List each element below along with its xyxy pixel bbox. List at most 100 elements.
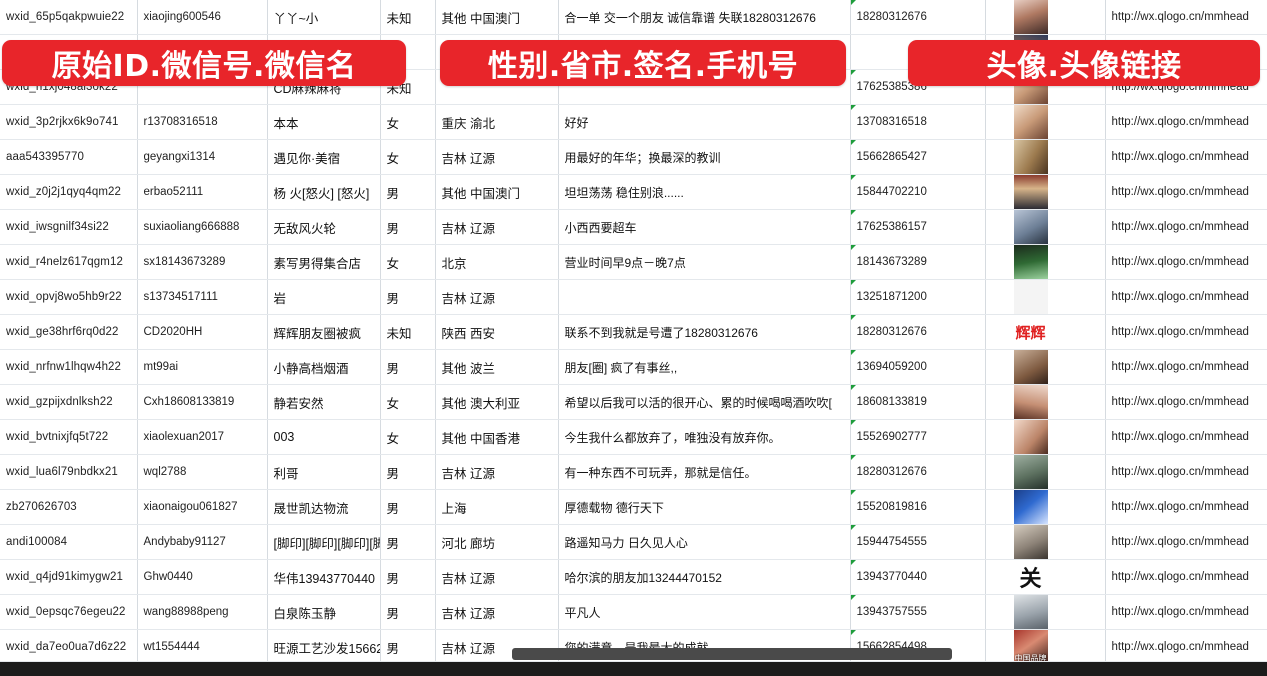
- cell-signature[interactable]: 厚德载物 德行天下: [558, 489, 851, 525]
- cell-avatar-url[interactable]: http://wx.qlogo.cn/mmhead: [1105, 489, 1267, 525]
- cell-orig-id[interactable]: wxid_65p5qakpwuie22: [0, 0, 138, 35]
- cell-phone[interactable]: 18280312676: [850, 314, 986, 350]
- table-row[interactable]: wxid_gzpijxdnlksh22 Cxh18608133819 静若安然女其他…: [0, 384, 1267, 420]
- cell-signature[interactable]: 路遥知马力 日久见人心: [558, 524, 851, 560]
- cell-wx-id[interactable]: erbao52111: [137, 174, 268, 210]
- table-row[interactable]: wxid_opvj8wo5hb9r22 s13734517111 岩男吉林 辽源 13…: [0, 279, 1267, 315]
- cell-avatar-url[interactable]: http://wx.qlogo.cn/mmhead: [1105, 454, 1267, 490]
- cell-orig-id[interactable]: wxid_nrfnw1lhqw4h22: [0, 349, 138, 385]
- cell-gender[interactable]: 男: [380, 174, 436, 210]
- cell-wx-name[interactable]: 丫丫~小: [267, 0, 381, 35]
- cell-wx-id[interactable]: wt1554444: [137, 629, 268, 665]
- cell-avatar[interactable]: [985, 349, 1106, 385]
- table-row[interactable]: zb270626703 xiaonaigou061827 晟世凯达物流男上海 厚德载物…: [0, 489, 1267, 525]
- cell-avatar-url[interactable]: http://wx.qlogo.cn/mmhead: [1105, 209, 1267, 245]
- cell-gender[interactable]: 女: [380, 244, 436, 280]
- cell-avatar[interactable]: 辉辉: [985, 314, 1106, 350]
- cell-wx-name[interactable]: 白泉陈玉静: [267, 594, 381, 630]
- cell-wx-id[interactable]: Ghw0440: [137, 559, 268, 595]
- table-row[interactable]: wxid_lua6l79nbdkx21 wql2788 利哥男吉林 辽源 有一种东西不…: [0, 454, 1267, 490]
- cell-wx-name[interactable]: 素写男得集合店: [267, 244, 381, 280]
- cell-wx-id[interactable]: xiaojing600546: [137, 0, 268, 35]
- cell-province[interactable]: 其他 波兰: [435, 349, 559, 385]
- cell-orig-id[interactable]: wxid_q4jd91kimygw21: [0, 559, 138, 595]
- cell-gender[interactable]: 男: [380, 279, 436, 315]
- cell-wx-id[interactable]: mt99ai: [137, 349, 268, 385]
- cell-orig-id[interactable]: wxid_opvj8wo5hb9r22: [0, 279, 138, 315]
- cell-phone[interactable]: 18280312676: [850, 0, 986, 35]
- cell-wx-name[interactable]: 华伟13943770440: [267, 559, 381, 595]
- cell-avatar[interactable]: [985, 419, 1106, 455]
- cell-province[interactable]: 其他 中国澳门: [435, 174, 559, 210]
- cell-gender[interactable]: 男: [380, 524, 436, 560]
- cell-phone[interactable]: 18143673289: [850, 244, 986, 280]
- cell-province[interactable]: 重庆 渝北: [435, 104, 559, 140]
- cell-avatar-url[interactable]: http://wx.qlogo.cn/mmhead: [1105, 244, 1267, 280]
- cell-wx-name[interactable]: 利哥: [267, 454, 381, 490]
- cell-province[interactable]: 北京: [435, 244, 559, 280]
- cell-signature[interactable]: 希望以后我可以活的很开心、累的时候喝喝酒吹吹[: [558, 384, 851, 420]
- cell-wx-name[interactable]: 003: [267, 419, 381, 455]
- cell-wx-id[interactable]: geyangxi1314: [137, 139, 268, 175]
- cell-wx-name[interactable]: 本本: [267, 104, 381, 140]
- cell-province[interactable]: 吉林 辽源: [435, 139, 559, 175]
- cell-wx-id[interactable]: r13708316518: [137, 104, 268, 140]
- cell-avatar[interactable]: [985, 244, 1106, 280]
- cell-avatar-url[interactable]: http://wx.qlogo.cn/mmhead: [1105, 314, 1267, 350]
- cell-avatar-url[interactable]: http://wx.qlogo.cn/mmhead: [1105, 524, 1267, 560]
- cell-avatar-url[interactable]: http://wx.qlogo.cn/mmhead: [1105, 419, 1267, 455]
- cell-avatar-url[interactable]: http://wx.qlogo.cn/mmhead: [1105, 559, 1267, 595]
- cell-wx-id[interactable]: Cxh18608133819: [137, 384, 268, 420]
- cell-gender[interactable]: 女: [380, 139, 436, 175]
- cell-wx-id[interactable]: s13734517111: [137, 279, 268, 315]
- cell-avatar[interactable]: [985, 279, 1106, 315]
- cell-province[interactable]: 吉林 辽源: [435, 279, 559, 315]
- cell-avatar-url[interactable]: http://wx.qlogo.cn/mmhead: [1105, 629, 1267, 665]
- cell-province[interactable]: 吉林 辽源: [435, 559, 559, 595]
- cell-avatar[interactable]: 中国品牌: [985, 629, 1106, 665]
- cell-signature[interactable]: 哈尔滨的朋友加13244470152: [558, 559, 851, 595]
- cell-orig-id[interactable]: aaa543395770: [0, 139, 138, 175]
- cell-signature[interactable]: 坦坦荡荡 稳住别浪......: [558, 174, 851, 210]
- cell-avatar-url[interactable]: http://wx.qlogo.cn/mmhead: [1105, 594, 1267, 630]
- cell-orig-id[interactable]: wxid_lua6l79nbdkx21: [0, 454, 138, 490]
- cell-phone[interactable]: 15520819816: [850, 489, 986, 525]
- cell-wx-name[interactable]: 杨 火[怒火] [怒火]: [267, 174, 381, 210]
- cell-phone[interactable]: 13251871200: [850, 279, 986, 315]
- table-row[interactable]: wxid_da7eo0ua7d6z22wt1554444旺源工艺沙发156628…: [0, 629, 1267, 665]
- cell-avatar[interactable]: [985, 104, 1106, 140]
- cell-avatar[interactable]: [985, 384, 1106, 420]
- cell-avatar[interactable]: [985, 524, 1106, 560]
- cell-gender[interactable]: 男: [380, 349, 436, 385]
- cell-signature[interactable]: [558, 279, 851, 315]
- cell-gender[interactable]: 男: [380, 209, 436, 245]
- cell-phone[interactable]: 15844702210: [850, 174, 986, 210]
- cell-wx-id[interactable]: xiaonaigou061827: [137, 489, 268, 525]
- cell-gender[interactable]: 女: [380, 104, 436, 140]
- cell-avatar[interactable]: [985, 594, 1106, 630]
- table-row[interactable]: wxid_65p5qakpwuie22 xiaojing600546 丫丫~小 未知其…: [0, 0, 1267, 35]
- table-row[interactable]: wxid_q4jd91kimygw21 Ghw0440 华伟13943770440 男…: [0, 559, 1267, 595]
- cell-signature[interactable]: 联系不到我就是号遭了18280312676: [558, 314, 851, 350]
- cell-wx-id[interactable]: CD2020HH: [137, 314, 268, 350]
- cell-signature[interactable]: 平凡人: [558, 594, 851, 630]
- table-row[interactable]: wxid_ge38hrf6rq0d22 CD2020HH 辉辉朋友圈被疯 未知 陕西 西…: [0, 314, 1267, 350]
- table-row[interactable]: wxid_0epsqc76egeu22 wang88988peng 白泉陈玉静男吉林…: [0, 594, 1267, 630]
- cell-phone[interactable]: 15944754555: [850, 524, 986, 560]
- cell-orig-id[interactable]: wxid_3p2rjkx6k9o741: [0, 104, 138, 140]
- cell-signature[interactable]: 今生我什么都放弃了，唯独没有放弃你。: [558, 419, 851, 455]
- cell-orig-id[interactable]: wxid_z0j2j1qyq4qm22: [0, 174, 138, 210]
- cell-avatar[interactable]: [985, 454, 1106, 490]
- cell-orig-id[interactable]: wxid_gzpijxdnlksh22: [0, 384, 138, 420]
- cell-gender[interactable]: 未知: [380, 0, 436, 35]
- table-row[interactable]: wxid_iwsgnilf34si22 suxiaoliang666888 无敌风火…: [0, 209, 1267, 245]
- table-row[interactable]: aaa543395770 geyangxi1314 遇见你·美宿女吉林 辽源 用最好的…: [0, 139, 1267, 175]
- cell-signature[interactable]: 用最好的年华；换最深的教训: [558, 139, 851, 175]
- cell-gender[interactable]: 女: [380, 419, 436, 455]
- cell-orig-id[interactable]: wxid_r4nelz617qgm12: [0, 244, 138, 280]
- cell-signature[interactable]: 朋友[圈] 疯了有事丝,,: [558, 349, 851, 385]
- cell-orig-id[interactable]: wxid_0epsqc76egeu22: [0, 594, 138, 630]
- cell-province[interactable]: 其他 中国香港: [435, 419, 559, 455]
- cell-province[interactable]: 其他 澳大利亚: [435, 384, 559, 420]
- table-row[interactable]: wxid_r4nelz617qgm12 sx18143673289 素写男得集合店女…: [0, 244, 1267, 280]
